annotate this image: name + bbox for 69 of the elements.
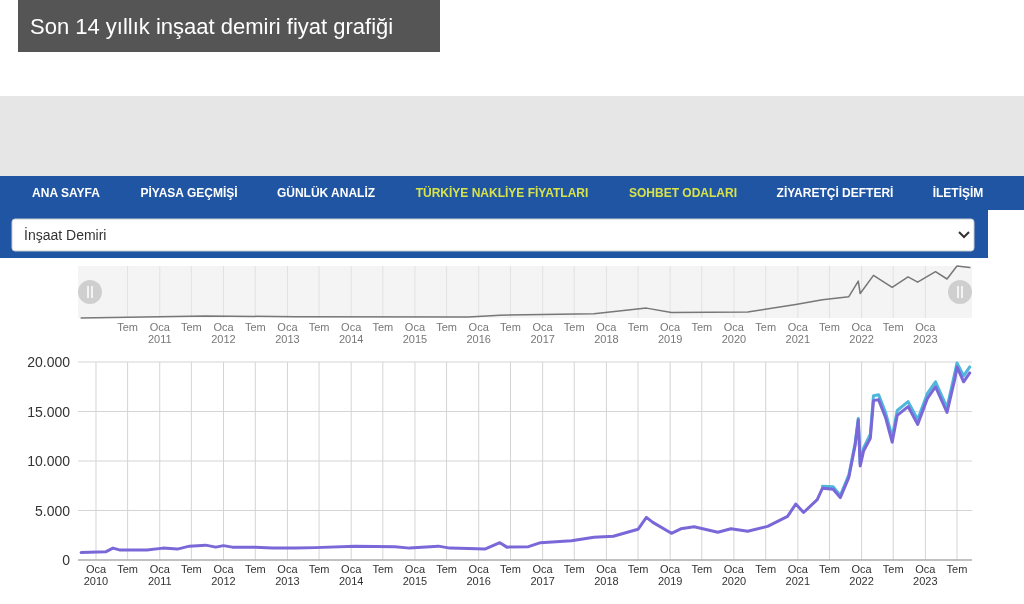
text: PİYASA GEÇMİŞİ	[140, 185, 238, 200]
x-tick-label: Tem	[563, 321, 585, 333]
x-tick-label: Oca 2021	[785, 563, 811, 587]
x-tick-label: Tem	[755, 563, 777, 575]
x-tick-label: Tem	[308, 563, 330, 575]
x-tick-label: Tem	[500, 321, 521, 333]
x-tick-label: Tem	[244, 321, 266, 333]
x-tick-label: Tem	[819, 321, 840, 333]
x-tick-label: Oca 2014	[338, 321, 364, 345]
x-tick-label: Tem	[691, 563, 713, 575]
x-tick-label: Tem	[244, 563, 266, 575]
x-tick-label: Oca 2010	[83, 563, 109, 587]
x-tick-label: Tem	[691, 321, 713, 333]
text: GÜNLÜK ANALİZ	[276, 185, 376, 200]
x-tick-label: Oca 2018	[594, 563, 619, 587]
text: TÜRKİYE NAKLİYE FİYATLARI	[415, 185, 589, 200]
x-tick-label: Tem	[117, 321, 138, 333]
x-tick-label: Oca 2016	[466, 321, 491, 345]
x-tick-label: Oca 2017	[530, 563, 555, 587]
x-tick-label: Oca 2020	[721, 321, 747, 345]
x-tick-label: Tem	[627, 321, 649, 333]
x-tick-label: Oca 2013	[275, 321, 300, 345]
x-tick-label: Oca 2013	[275, 563, 300, 587]
x-tick-label: Tem	[372, 321, 394, 333]
x-tick-label: Oca 2021	[785, 321, 811, 345]
x-tick-label: Oca 2012	[211, 563, 236, 587]
x-tick-label: Oca 2019	[657, 563, 683, 587]
x-tick-label: Oca 2020	[721, 563, 747, 587]
text: İLETİŞİM	[932, 185, 984, 200]
x-tick-label: Oca 2017	[530, 321, 555, 345]
x-tick-label: Tem	[372, 563, 394, 575]
x-tick-label: Tem	[308, 321, 330, 333]
text: ZİYARETÇİ DEFTERİ	[776, 185, 894, 200]
y-tick-label: 5.000	[34, 502, 71, 519]
x-tick-label: Tem	[882, 321, 904, 333]
x-tick-label: Oca 2019	[657, 321, 683, 345]
x-tick-label: Tem	[436, 563, 457, 575]
y-tick-label: 10.000	[27, 453, 71, 469]
y-tick-label: 0	[62, 552, 71, 568]
x-tick-label: Oca 2023	[913, 321, 938, 345]
x-tick-label: Tem	[627, 563, 649, 575]
x-tick-label: Oca 2022	[849, 563, 874, 587]
x-tick-label: Tem	[563, 563, 585, 575]
x-tick-label: Oca 2022	[849, 321, 874, 345]
text: SOHBET ODALARI	[629, 186, 737, 200]
x-tick-label: Tem	[882, 563, 904, 575]
x-tick-label: Oca 2015	[402, 321, 428, 345]
x-tick-label: Tem	[755, 321, 777, 333]
line-series	[79, 365, 972, 555]
x-tick-label: Tem	[117, 563, 138, 575]
x-tick-label: Oca 2018	[594, 321, 619, 345]
x-tick-label: Tem	[946, 563, 968, 575]
x-tick-label: Oca 2012	[211, 321, 236, 345]
x-tick-label: Oca 2023	[913, 563, 938, 587]
x-tick-label: Tem	[180, 563, 202, 575]
x-tick-label: Tem	[180, 321, 202, 333]
x-tick-label: Tem	[500, 563, 521, 575]
x-tick-label: Oca 2015	[402, 563, 428, 587]
x-tick-label: Tem	[819, 563, 840, 575]
text: İnşaat Demiri	[24, 226, 107, 243]
x-tick-label: Oca 2011	[147, 321, 172, 345]
text: ANA SAYFA	[32, 186, 101, 200]
x-tick-label: Oca 2014	[338, 563, 364, 587]
y-tick-label: 20.000	[27, 354, 71, 370]
x-tick-label: Oca 2011	[147, 563, 172, 587]
x-tick-label: Oca 2016	[466, 563, 491, 587]
x-tick-label: Tem	[436, 321, 457, 333]
text: Son 14 yıllık inşaat demiri fiyat grafiği	[30, 14, 394, 39]
y-tick-label: 15.000	[27, 403, 71, 420]
